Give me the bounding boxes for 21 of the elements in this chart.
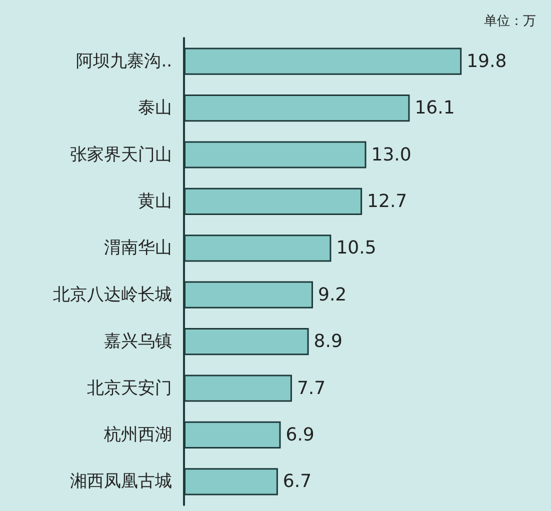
text: 单位：万 [484, 14, 536, 29]
y-tick-label: 黄山 [138, 191, 172, 212]
data-label: 9.2 [318, 284, 347, 306]
data-label: 6.9 [286, 424, 314, 446]
data-label: 12.7 [367, 190, 408, 212]
data-label: 7.7 [296, 378, 326, 399]
data-label: 10.5 [336, 238, 376, 259]
y-tick-label: 湘西凤凰古城 [70, 472, 172, 492]
y-tick-label: 北京八达岭长城 [53, 284, 172, 305]
y-tick-label: 泰山 [138, 98, 172, 118]
y-tick-label: 张家界天门山 [70, 144, 172, 165]
data-label: 16.1 [414, 98, 455, 119]
y-tick-label: 杭州西湖 [103, 424, 172, 445]
data-label: 13.0 [371, 144, 412, 166]
y-tick-label: 阿坝九寨沟.. [76, 51, 172, 72]
y-tick-label: 北京天安门 [87, 378, 172, 398]
data-label: 19.8 [466, 50, 507, 72]
data-label: 8.9 [314, 331, 342, 352]
y-tick-label: 渭南华山 [104, 238, 172, 258]
data-label: 6.7 [282, 471, 312, 492]
y-tick-label: 嘉兴乌镇 [104, 332, 172, 352]
